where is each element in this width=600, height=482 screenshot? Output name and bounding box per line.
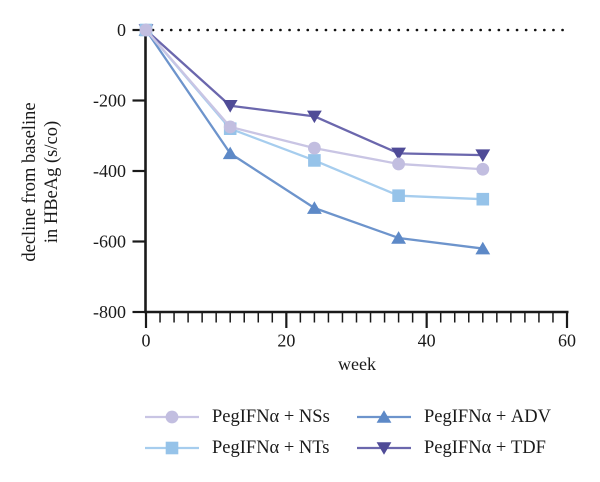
square-marker-icon (145, 441, 199, 455)
data-series (138, 23, 491, 255)
legend-item-pegifna-adv: PegIFNα + ADV (357, 405, 551, 429)
y-axis-title-line1: decline from baseline (20, 102, 40, 262)
square-marker (308, 154, 321, 167)
y-tick-label: 0 (117, 20, 126, 40)
square-marker (165, 441, 179, 455)
triangle-up-marker (307, 201, 322, 214)
legend-item-pegifna-tdf: PegIFNα + TDF (357, 436, 546, 460)
axis-tick-labels: 0 -200 -400 -600 -800 0 20 40 60 (93, 20, 576, 350)
circle-marker (476, 162, 490, 176)
circle-marker (223, 120, 237, 134)
triangle-down-marker (391, 147, 406, 161)
triangle-up-marker (475, 241, 491, 255)
circle-marker (139, 23, 153, 37)
square-marker (476, 192, 490, 206)
legend-label-pegifna-nss: PegIFNα + NSs (212, 406, 330, 427)
triangle-up-marker (376, 410, 392, 423)
legend-item-pegifna-nss: PegIFNα + NSs (145, 405, 330, 429)
triangle-down-marker-icon (357, 442, 411, 455)
circle-marker (392, 157, 405, 171)
legend-item-pegifna-nts: PegIFNα + NTs (145, 436, 330, 460)
series-circle (139, 23, 490, 176)
axes (132, 28, 569, 328)
y-tick-label: -800 (93, 302, 126, 322)
legend-label-pegifna-tdf: PegIFNα + TDF (424, 437, 546, 458)
y-tick-label: -600 (93, 232, 126, 252)
x-axis-title: week (338, 354, 376, 374)
series-triangle-up (138, 23, 491, 255)
square-marker (392, 189, 405, 202)
triangle-down-marker (475, 149, 491, 162)
series-line (145, 29, 483, 157)
y-axis-title: decline from baseline in HBeAg (s/co) (19, 37, 63, 327)
series-triangle-down (138, 24, 491, 162)
x-tick-label: 20 (277, 331, 295, 351)
triangle-down-marker (376, 442, 392, 455)
legend-label-pegifna-adv: PegIFNα + ADV (424, 406, 552, 427)
circle-marker-icon (145, 410, 199, 424)
x-tick-label: 60 (558, 331, 576, 351)
triangle-down-marker (222, 99, 238, 113)
series-line (145, 29, 483, 250)
x-tick-label: 0 (142, 331, 151, 351)
y-tick-label: -400 (93, 161, 126, 181)
legend-label-pegifna-nts: PegIFNα + NTs (212, 437, 330, 458)
triangle-up-marker (222, 146, 238, 160)
triangle-up-marker (391, 231, 406, 244)
y-axis-title-line2: in HBeAg (s/co) (42, 120, 62, 244)
x-tick-label: 40 (418, 331, 436, 351)
triangle-up-marker-icon (357, 410, 411, 423)
circle-marker (308, 141, 321, 155)
y-tick-label: -200 (93, 91, 126, 111)
circle-marker (165, 410, 179, 424)
triangle-down-marker (307, 110, 322, 124)
